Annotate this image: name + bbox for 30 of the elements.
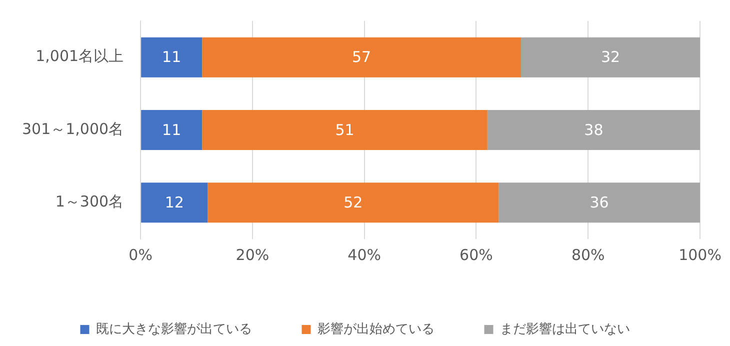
bar [520, 37, 700, 78]
x-tick-label: 60% [460, 246, 493, 264]
bar [202, 37, 521, 78]
bar [498, 182, 700, 223]
x-tick-label: 20% [236, 246, 270, 264]
data-label: 38 [584, 120, 604, 139]
legend-label: 既に大きな影響が出ている [96, 322, 252, 337]
bar [202, 110, 488, 150]
data-label: 57 [352, 48, 372, 66]
data-label: 11 [162, 120, 182, 139]
x-tick-label: 40% [348, 246, 382, 264]
bar [208, 182, 499, 223]
x-tick-label: 80% [571, 246, 605, 264]
x-tick-label: 100% [678, 246, 722, 264]
bar [141, 182, 208, 223]
data-label: 52 [344, 194, 363, 212]
y-tick-label: 1,001名以上 [36, 47, 124, 66]
y-tick-label: 301～1,000名 [22, 120, 124, 138]
x-tick-label: 0% [128, 246, 152, 264]
bar [487, 110, 700, 150]
data-label: 51 [335, 120, 354, 139]
data-label: 32 [600, 48, 620, 66]
y-tick-label: 1～300名 [55, 192, 124, 211]
data-label: 12 [164, 194, 184, 212]
legend-label: まだ影響は出ていない [500, 322, 630, 337]
data-label: 36 [590, 194, 609, 212]
bar [141, 37, 202, 78]
data-label: 11 [162, 48, 182, 66]
legend-label: 影響が出始めている [317, 322, 434, 337]
bar [141, 110, 202, 150]
